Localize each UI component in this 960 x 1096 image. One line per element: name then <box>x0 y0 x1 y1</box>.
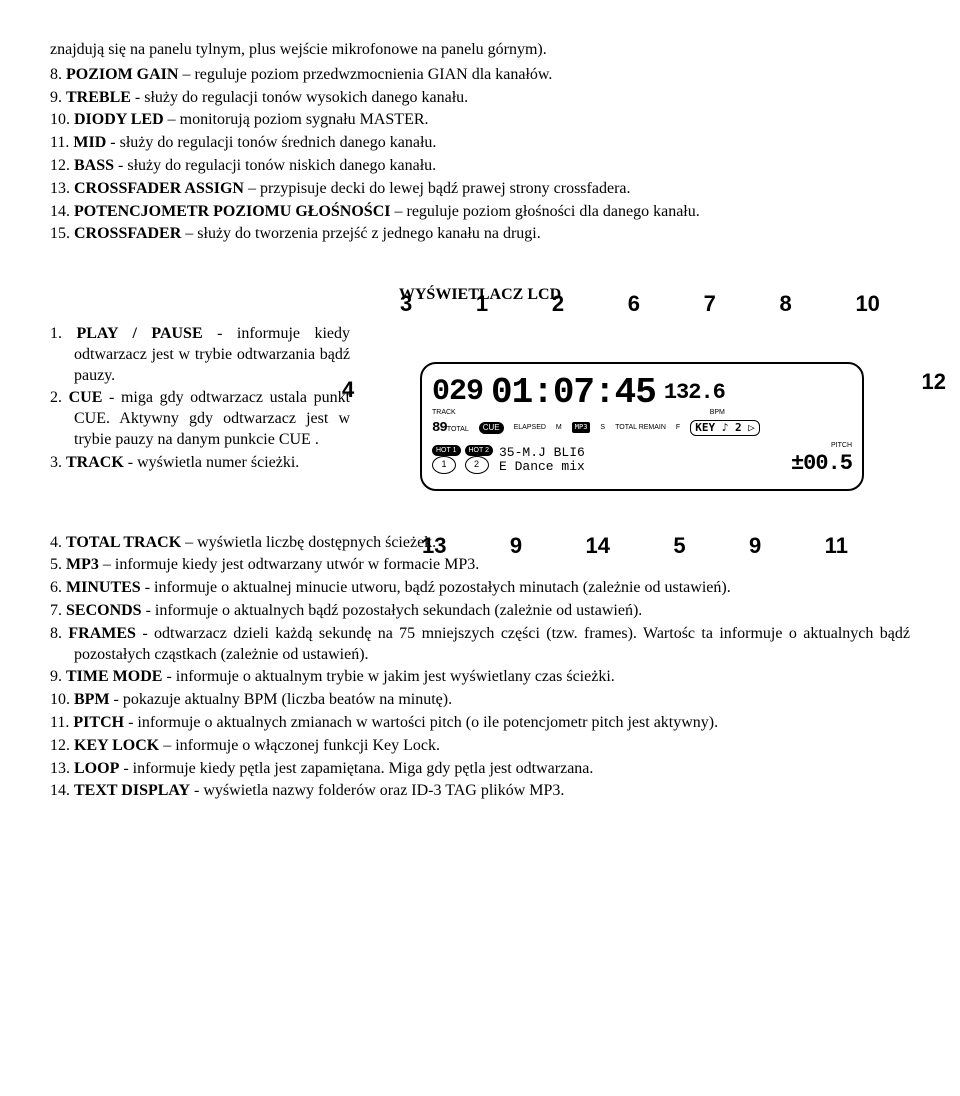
callout-top-row: 3 1 2 6 7 8 10 <box>370 290 910 319</box>
elapsed-label: ELAPSED <box>514 423 546 432</box>
loop1-chip: 1 <box>432 456 456 474</box>
list-item: 3. TRACK - wyświetla numer ścieżki. <box>50 453 350 474</box>
list-item: 14. TEXT DISPLAY - wyświetla nazwy folde… <box>50 781 910 802</box>
list-item: 13. CROSSFADER ASSIGN – przypisuje decki… <box>50 179 910 200</box>
callout-number: 9 <box>510 532 522 561</box>
mp3-badge: MP3 <box>572 422 591 433</box>
total-track-value: 89 <box>432 420 447 436</box>
list-item: 8. POZIOM GAIN – reguluje poziom przedwz… <box>50 65 910 86</box>
feature-list-top: 8. POZIOM GAIN – reguluje poziom przedwz… <box>50 65 910 245</box>
callout-number: 11 <box>825 532 848 561</box>
hot1-badge: HOT 1 <box>432 445 461 456</box>
list-item: 6. MINUTES - informuje o aktualnej minuc… <box>50 578 910 599</box>
callout-number: 2 <box>552 290 564 319</box>
text-display-line2: E Dance mix <box>499 460 585 474</box>
callout-number: 8 <box>780 290 792 319</box>
pitch-value: ±00.5 <box>791 450 852 479</box>
cue-badge: CUE <box>479 422 504 434</box>
intro-paragraph: znajdują się na panelu tylnym, plus wejś… <box>50 40 910 61</box>
f-label: F <box>676 423 680 432</box>
lcd-list-bottom: 4. TOTAL TRACK – wyświetla liczbę dostęp… <box>50 533 910 803</box>
callout-number: 10 <box>855 290 879 319</box>
callout-number: 9 <box>749 532 761 561</box>
hot2-badge: HOT 2 <box>465 445 494 456</box>
callout-number: 5 <box>673 532 685 561</box>
list-item: 10. BPM - pokazuje aktualny BPM (liczba … <box>50 690 910 711</box>
list-item: 7. SECONDS - informuje o aktualnych bądź… <box>50 601 910 622</box>
keylock-badge: KEY ♪ 2 ▷ <box>690 420 760 436</box>
lcd-list-left: 1. PLAY / PAUSE - informuje kiedy odtwar… <box>50 324 350 474</box>
list-item: 13. LOOP - informuje kiedy pętla jest za… <box>50 759 910 780</box>
list-item: 8. FRAMES - odtwarzacz dzieli każdą seku… <box>50 624 910 666</box>
callout-number: 13 <box>422 532 446 561</box>
list-item: 10. DIODY LED – monitorują poziom sygnał… <box>50 110 910 131</box>
list-item: 14. POTENCJOMETR POZIOMU GŁOŚNOŚCI – reg… <box>50 202 910 223</box>
callout-right: 12 <box>922 368 946 397</box>
callout-left: 4 <box>342 376 354 405</box>
lcd-diagram-wrapper: 31267810 4 12 029 TRACK 01:07:45 132.6 B… <box>370 324 910 529</box>
list-item: 15. CROSSFADER – służy do tworzenia prze… <box>50 224 910 245</box>
text-display-line1: 35-M.J BLI6 <box>499 446 585 460</box>
list-item: 9. TREBLE - służy do regulacji tonów wys… <box>50 88 910 109</box>
list-item: 9. TIME MODE - informuje o aktualnym try… <box>50 667 910 688</box>
pitch-label: PITCH <box>791 441 852 450</box>
m-label: M <box>556 423 562 432</box>
callout-number: 7 <box>704 290 716 319</box>
callout-number: 6 <box>628 290 640 319</box>
list-item: 12. BASS - służy do regulacji tonów nisk… <box>50 156 910 177</box>
list-item: 1. PLAY / PAUSE - informuje kiedy odtwar… <box>50 324 350 386</box>
list-item: 11. MID - służy do regulacji tonów średn… <box>50 133 910 154</box>
lcd-screen: 029 TRACK 01:07:45 132.6 BPM 89TOTAL CUE… <box>420 362 864 491</box>
remain-label: TOTAL REMAIN <box>615 423 666 432</box>
callout-bottom-row: 13 9 14 5 9 11 <box>370 532 910 561</box>
loop2-chip: 2 <box>465 456 489 474</box>
callout-number: 3 <box>400 290 412 319</box>
list-item: 11. PITCH - informuje o aktualnych zmian… <box>50 713 910 734</box>
s-label: S <box>600 423 605 432</box>
list-item: 2. CUE - miga gdy odtwarzacz ustala punk… <box>50 388 350 450</box>
list-item: 12. KEY LOCK – informuje o włączonej fun… <box>50 736 910 757</box>
bpm-value: 132.6 <box>664 379 725 408</box>
track-number: 029 <box>432 373 483 412</box>
bpm-label: BPM <box>664 408 725 417</box>
callout-number: 14 <box>586 532 610 561</box>
callout-number: 1 <box>476 290 488 319</box>
time-display: 01:07:45 <box>491 370 656 417</box>
